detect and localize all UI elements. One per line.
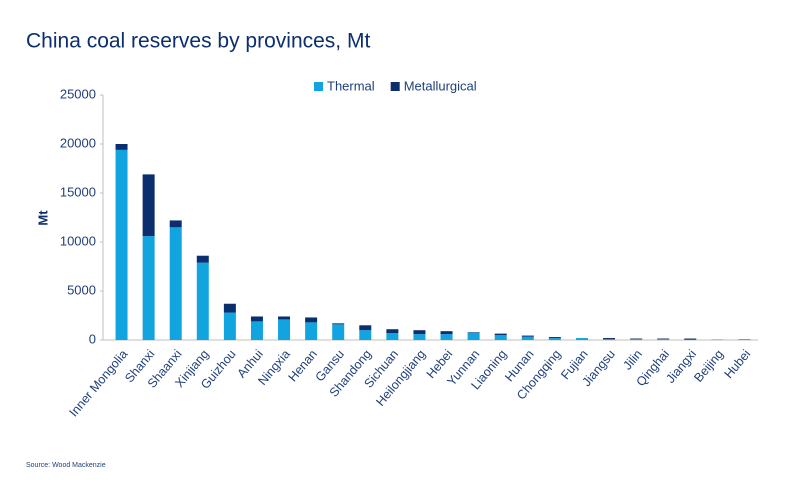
bar-segment <box>495 334 507 335</box>
legend: Thermal Metallurgical <box>314 78 477 93</box>
bar-segment <box>251 321 263 340</box>
bar-segment <box>413 334 425 340</box>
bar-segment <box>576 338 588 340</box>
x-tick-label: Beijing <box>691 347 726 385</box>
bar-segment <box>495 335 507 340</box>
bar-segment <box>386 329 398 333</box>
bar-segment <box>278 319 290 340</box>
bar-segment <box>278 316 290 319</box>
bar-segment <box>305 322 317 340</box>
bar-segment <box>170 220 182 227</box>
bar-segment <box>116 150 128 340</box>
bar-segment <box>468 333 480 340</box>
bar-segment <box>603 338 615 339</box>
bar-segment <box>441 334 453 340</box>
bar-segment <box>441 331 453 334</box>
legend-label: Metallurgical <box>404 78 477 93</box>
legend-swatch <box>314 82 323 91</box>
bar-segment <box>305 317 317 322</box>
bar-segment <box>386 333 398 340</box>
bar-segment <box>143 236 155 340</box>
bar-segment <box>332 323 344 324</box>
y-axis-label: Mt <box>35 210 50 226</box>
bar-segment <box>684 339 696 340</box>
bar-segment <box>359 325 371 330</box>
bar-segment <box>143 174 155 236</box>
x-tick-label: Jiangxi <box>663 347 699 386</box>
bar-segment <box>413 330 425 334</box>
y-tick-label: 20000 <box>60 135 96 150</box>
bar-segment <box>197 256 209 263</box>
x-tick-label: Inner Mongolia <box>66 347 130 419</box>
bar-segment <box>224 304 236 313</box>
y-tick-label: 10000 <box>60 233 96 248</box>
x-tick-label: Jilin <box>620 347 645 373</box>
bar-segment <box>251 316 263 321</box>
bar-segment <box>116 144 128 150</box>
y-tick-label: 15000 <box>60 184 96 199</box>
bar-segment <box>657 339 669 340</box>
bar-segment <box>603 339 615 340</box>
legend-swatch <box>391 82 400 91</box>
bar-segment <box>197 263 209 340</box>
x-tick-label: Hubei <box>722 347 754 381</box>
chart-title: China coal reserves by provinces, Mt <box>26 30 370 53</box>
y-tick-label: 0 <box>89 331 96 346</box>
x-tick-label: Henan <box>286 347 320 384</box>
bar-segment <box>170 227 182 340</box>
bar-segment <box>332 324 344 340</box>
bar-segment <box>549 337 561 338</box>
y-tick-label: 5000 <box>67 282 96 297</box>
bar-segment <box>630 339 642 340</box>
legend-label: Thermal <box>327 78 375 93</box>
y-tick-label: 25000 <box>60 86 96 101</box>
bar-segment <box>522 337 534 340</box>
bar-segment <box>224 313 236 340</box>
source: Source: Wood Mackenzie <box>26 462 106 469</box>
bar-segment <box>549 338 561 340</box>
bar-segment <box>522 336 534 337</box>
bar-segment <box>359 330 371 340</box>
